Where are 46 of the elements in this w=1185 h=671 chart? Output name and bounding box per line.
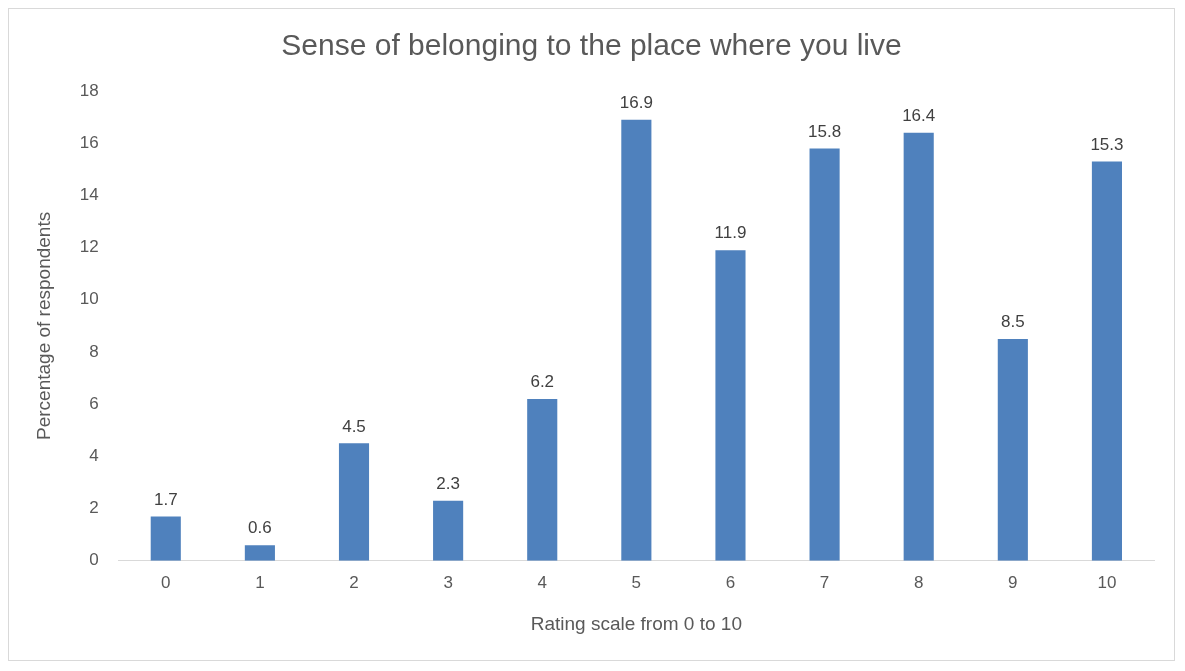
data-label: 11.9 <box>714 223 747 243</box>
x-tick-label: 6 <box>725 572 736 592</box>
data-label: 16.4 <box>902 105 936 125</box>
y-tick-label: 18 <box>79 80 99 100</box>
bar <box>244 545 275 561</box>
bar <box>527 398 558 561</box>
bar <box>338 443 370 561</box>
x-tick-label: 7 <box>819 572 830 592</box>
bar <box>621 119 652 561</box>
y-tick-label: 0 <box>89 550 99 570</box>
data-label: 4.5 <box>342 416 366 436</box>
x-tick-label: 9 <box>1008 572 1018 592</box>
x-tick-label: 0 <box>161 572 171 592</box>
x-tick-label: 8 <box>913 572 924 592</box>
data-label: 8.5 <box>1001 312 1025 332</box>
x-tick-label: 5 <box>631 572 642 592</box>
x-axis-title: Rating scale from 0 to 10 <box>530 612 742 634</box>
x-tick-label: 2 <box>349 572 359 592</box>
x-tick-label: 1 <box>255 572 265 592</box>
data-label: 1.7 <box>153 489 178 509</box>
y-tick-label: 10 <box>79 289 99 309</box>
y-tick-label: 2 <box>89 498 99 518</box>
x-tick-label: 10 <box>1097 572 1117 592</box>
bar <box>150 516 181 561</box>
y-tick-label: 8 <box>89 341 99 361</box>
chart-title: Sense of belonging to the place where you live <box>281 28 902 62</box>
bar <box>1091 161 1122 561</box>
y-tick-label: 12 <box>79 237 99 257</box>
data-label: 15.8 <box>808 121 842 141</box>
bar <box>809 148 840 561</box>
data-label: 0.6 <box>248 518 272 538</box>
x-tick-label: 3 <box>443 572 453 592</box>
data-label: 15.3 <box>1090 134 1124 154</box>
y-tick-label: 6 <box>89 393 99 413</box>
bar <box>903 132 934 561</box>
bar <box>997 338 1028 561</box>
bar <box>433 500 464 561</box>
y-tick-label: 14 <box>79 185 99 205</box>
data-label: 16.9 <box>619 92 653 112</box>
y-tick-label: 4 <box>89 446 99 466</box>
y-tick-label: 16 <box>79 132 99 152</box>
x-tick-label: 4 <box>537 572 547 592</box>
data-label: 6.2 <box>530 372 555 392</box>
y-axis-title: Percentage of respondents <box>32 211 54 440</box>
bar <box>715 250 746 561</box>
data-label: 2.3 <box>436 473 460 493</box>
